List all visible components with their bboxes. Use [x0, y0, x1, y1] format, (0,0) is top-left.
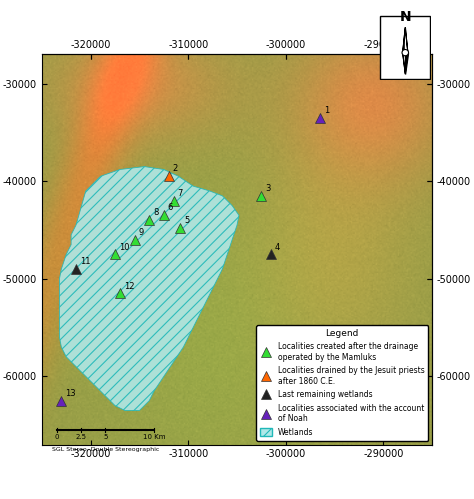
- Text: 5: 5: [103, 434, 108, 440]
- Circle shape: [402, 49, 409, 56]
- Text: 8: 8: [153, 209, 158, 218]
- Text: SGL Stereo, Double Stereographic: SGL Stereo, Double Stereographic: [52, 448, 159, 453]
- Text: 10: 10: [119, 243, 129, 251]
- Text: 12: 12: [124, 281, 134, 290]
- Text: 2: 2: [173, 165, 178, 174]
- Polygon shape: [59, 167, 239, 411]
- Text: 0: 0: [54, 434, 59, 440]
- Polygon shape: [402, 52, 405, 73]
- Text: 6: 6: [168, 204, 173, 213]
- Text: 3: 3: [265, 184, 271, 193]
- Legend: Localities created after the drainage
operated by the Mamluks, Localities draine: Localities created after the drainage op…: [256, 325, 428, 441]
- FancyBboxPatch shape: [380, 16, 430, 79]
- Text: 5: 5: [184, 216, 190, 225]
- Polygon shape: [405, 27, 408, 52]
- Text: 11: 11: [80, 257, 91, 266]
- Text: 9: 9: [138, 228, 144, 237]
- Text: 7: 7: [177, 189, 183, 198]
- Text: 2.5: 2.5: [75, 434, 86, 440]
- Text: 13: 13: [65, 389, 76, 398]
- Polygon shape: [402, 27, 405, 52]
- Text: N: N: [400, 10, 411, 24]
- Polygon shape: [405, 52, 408, 73]
- Text: 1: 1: [324, 106, 329, 115]
- Text: 10 Km: 10 Km: [143, 434, 165, 440]
- Text: 4: 4: [275, 243, 280, 251]
